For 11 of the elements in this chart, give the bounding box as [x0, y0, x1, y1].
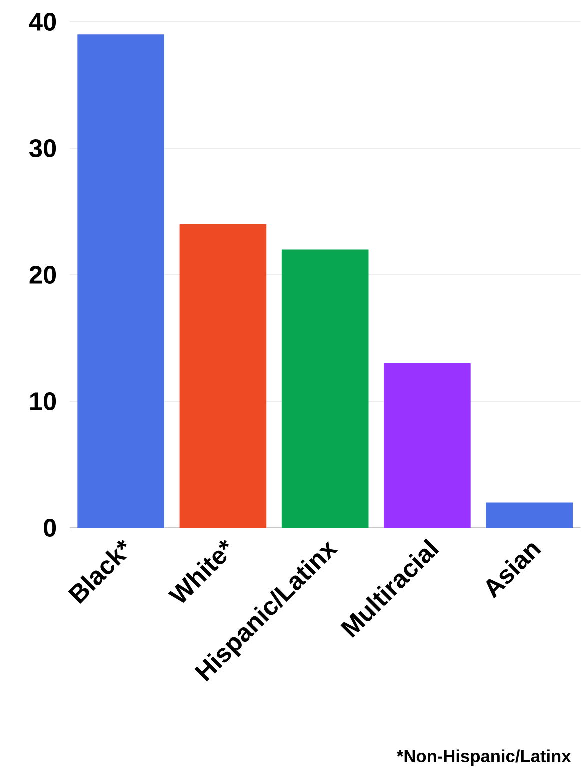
bar: [384, 364, 471, 528]
y-tick-label: 0: [44, 519, 56, 537]
bar: [486, 502, 573, 528]
y-tick-label: 10: [30, 392, 56, 410]
bar: [282, 250, 369, 528]
y-tick-label: 40: [29, 13, 56, 31]
y-tick-label: 30: [30, 140, 56, 158]
bar: [180, 224, 267, 528]
bar: [78, 34, 164, 528]
y-tick-label: 20: [30, 266, 56, 284]
text: *Non-Hispanic/Latinx: [397, 750, 572, 766]
